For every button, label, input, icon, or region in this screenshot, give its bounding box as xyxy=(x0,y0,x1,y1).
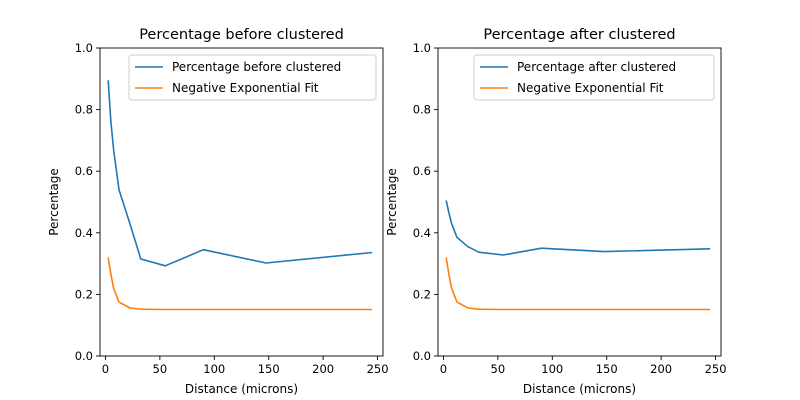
legend: Percentage after clustered Negative Expon… xyxy=(473,54,715,101)
series-line-2 xyxy=(445,257,711,311)
x-axis-label: Distance (microns) xyxy=(523,382,636,396)
x-tick-label: 200 xyxy=(650,362,672,376)
y-tick-label: 0.0 xyxy=(413,349,431,363)
x-tick-label: 50 xyxy=(491,362,506,376)
x-tick-label: 0 xyxy=(102,362,109,376)
legend-label-1: Percentage before clustered xyxy=(172,60,341,74)
x-tick-label: 250 xyxy=(367,362,389,376)
series-line-1 xyxy=(445,200,711,256)
y-axis-label: Percentage xyxy=(385,168,399,236)
x-tick-label: 0 xyxy=(440,362,447,376)
y-tick-label: 0.6 xyxy=(75,164,93,178)
y-tick-label: 0.4 xyxy=(413,226,431,240)
y-tick-label: 0.2 xyxy=(413,287,431,301)
x-tick-label: 250 xyxy=(705,362,727,376)
y-tick-label: 1.0 xyxy=(413,41,431,55)
y-tick-label: 0.2 xyxy=(75,287,93,301)
legend-label-1: Percentage after clustered xyxy=(517,60,676,74)
x-axis-label: Distance (microns) xyxy=(185,382,298,396)
y-tick-label: 0.4 xyxy=(75,226,93,240)
plot-frame xyxy=(99,47,384,357)
plot-frame xyxy=(437,47,722,357)
series-line-1 xyxy=(107,80,373,267)
y-tick-label: 0.6 xyxy=(413,164,431,178)
y-axis-label: Percentage xyxy=(47,168,61,236)
x-tick-label: 100 xyxy=(541,362,563,376)
x-tick-label: 50 xyxy=(153,362,168,376)
chart-panel-2: 0 50 100 150 200 250 0.0 0.2 0.4 0.6 0.8 1.0 Percent… xyxy=(385,27,727,396)
y-tick-label: 0.0 xyxy=(75,349,93,363)
y-tick-label: 0.8 xyxy=(75,103,93,117)
legend-label-2: Negative Exponential Fit xyxy=(172,81,319,95)
chart-panel-1: 0 50 100 150 200 250 0.0 0.2 0.4 0.6 0.8 1.0 Percent… xyxy=(47,27,389,396)
chart-title: Percentage after clustered xyxy=(483,27,675,43)
series-line-2 xyxy=(107,257,373,311)
x-tick-label: 150 xyxy=(596,362,618,376)
x-tick-label: 100 xyxy=(203,362,225,376)
x-tick-label: 200 xyxy=(312,362,334,376)
legend-box xyxy=(473,54,715,101)
chart-title: Percentage before clustered xyxy=(139,27,344,43)
legend: Percentage before clustered Negative Expo… xyxy=(128,54,377,101)
y-tick-label: 0.8 xyxy=(413,103,431,117)
legend-box xyxy=(128,54,377,101)
legend-label-2: Negative Exponential Fit xyxy=(517,81,664,95)
y-tick-label: 1.0 xyxy=(75,41,93,55)
x-tick-label: 150 xyxy=(258,362,280,376)
